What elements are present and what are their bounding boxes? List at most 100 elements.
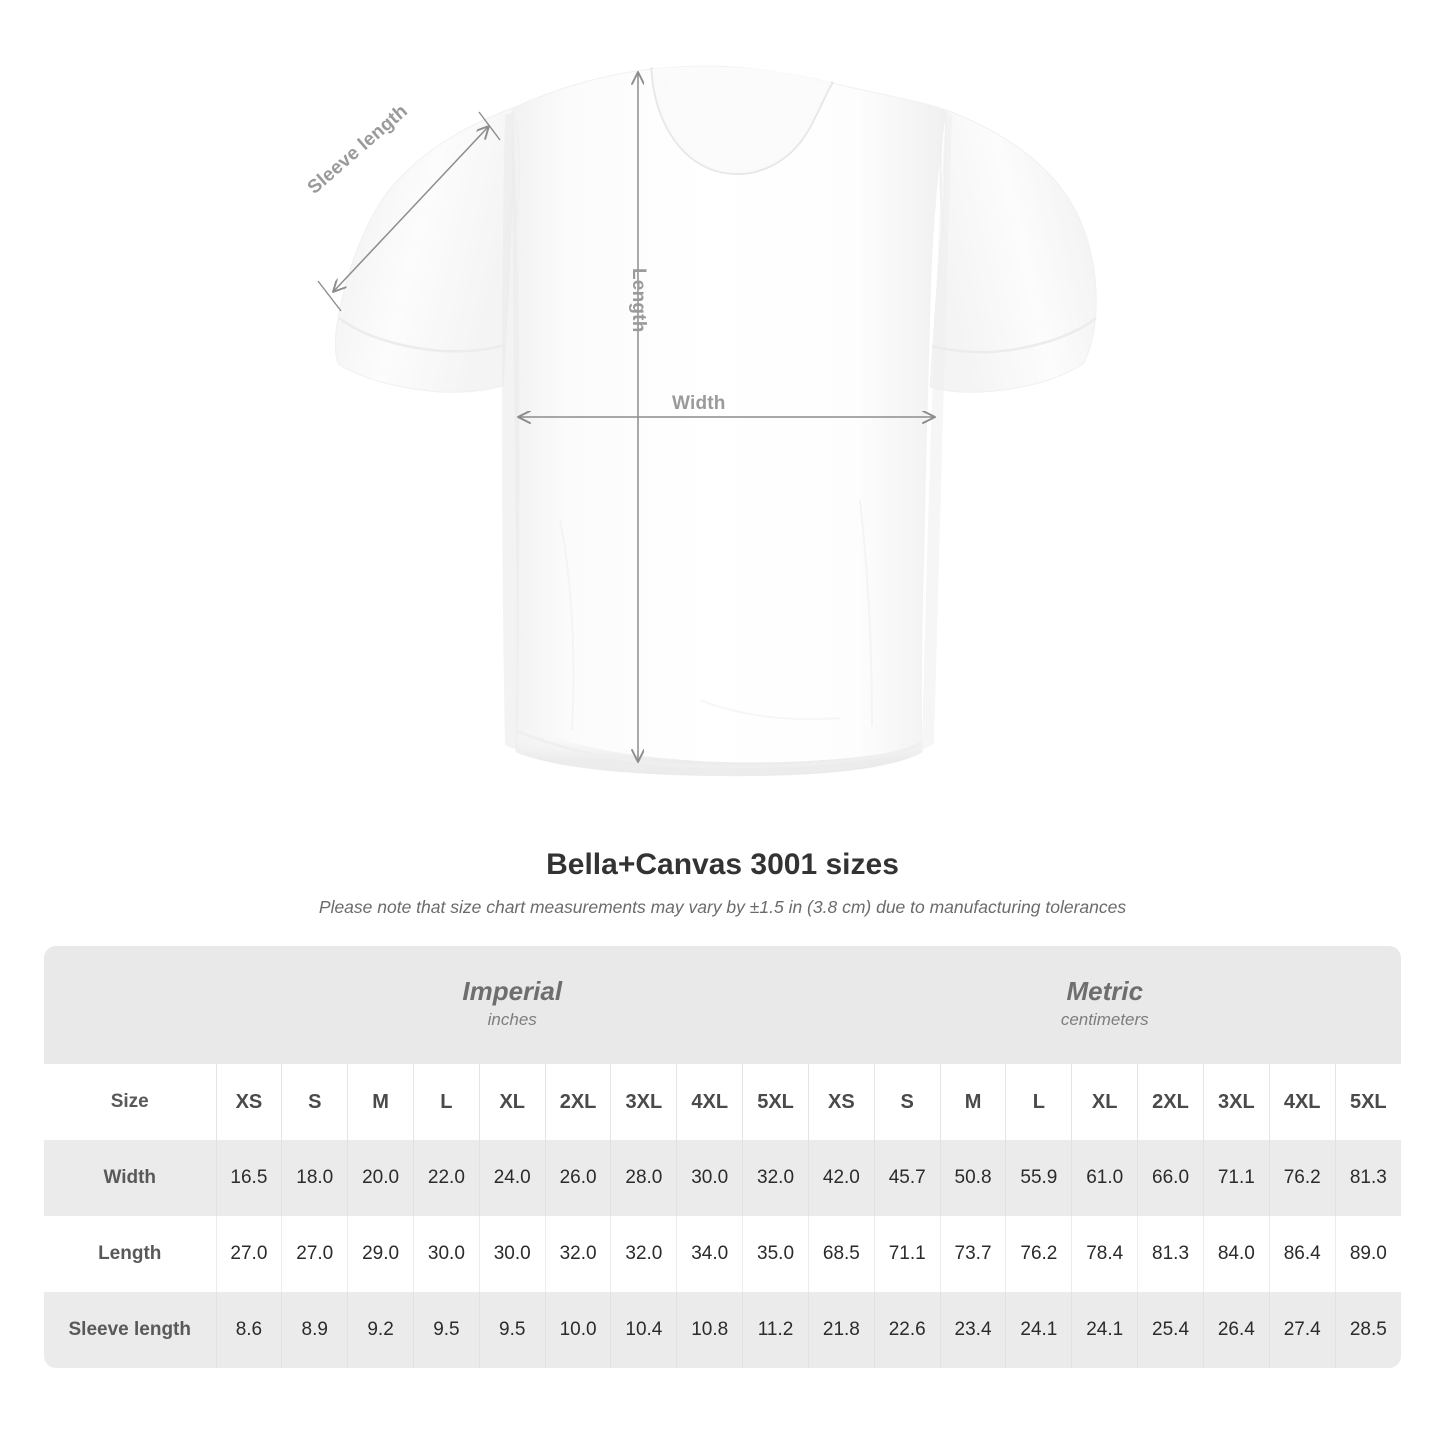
cell-sleeve-imperial-m: 9.2 — [347, 1292, 414, 1368]
header-size-imperial-2xl: 2XL — [544, 1064, 611, 1140]
cell-width-imperial-4xl: 30.0 — [676, 1140, 743, 1216]
unit-system-band: Imperial inches Metric centimeters — [44, 946, 1402, 1064]
cell-width-metric-2xl: 66.0 — [1137, 1140, 1204, 1216]
header-size-metric-xl: XL — [1071, 1064, 1138, 1140]
cell-width-metric-xl: 61.0 — [1071, 1140, 1138, 1216]
cell-width-metric-xs: 42.0 — [807, 1140, 875, 1216]
tshirt-diagram: Sleeve length Length Width — [304, 65, 1097, 777]
cell-length-imperial-4xl: 34.0 — [676, 1216, 743, 1292]
cell-width-imperial-2xl: 26.0 — [544, 1140, 611, 1216]
cell-sleeve-metric-2xl: 25.4 — [1137, 1292, 1204, 1368]
right-sleeve-shape — [929, 109, 1097, 393]
cell-sleeve-metric-5xl: 28.5 — [1334, 1292, 1402, 1368]
unit-band-spacer — [44, 946, 216, 1064]
cell-length-metric-xs: 68.5 — [807, 1216, 875, 1292]
size-chart-table-wrapper: Imperial inches Metric centimeters Size … — [44, 946, 1402, 1368]
cell-width-imperial-3xl: 28.0 — [610, 1140, 677, 1216]
sleeve-cap-bottom — [317, 280, 342, 312]
cell-sleeve-metric-3xl: 26.4 — [1202, 1292, 1270, 1368]
row-label-sleeve-length: Sleeve length — [44, 1292, 216, 1368]
header-size-label: Size — [44, 1064, 216, 1140]
header-size-imperial-4xl: 4XL — [676, 1064, 743, 1140]
unit-header-metric: Metric centimeters — [808, 946, 1402, 1064]
header-size-imperial-m: M — [347, 1064, 414, 1140]
cell-length-imperial-xs: 27.0 — [215, 1216, 282, 1292]
right-sleeve-hem — [931, 317, 1097, 354]
cell-sleeve-metric-xl: 24.1 — [1071, 1292, 1138, 1368]
header-size-imperial-5xl: 5XL — [742, 1064, 809, 1140]
unit-sub-imperial: inches — [487, 1010, 537, 1030]
unit-title-imperial: Imperial — [462, 976, 563, 1007]
cell-length-metric-s: 71.1 — [873, 1216, 941, 1292]
header-size-metric-xs: XS — [807, 1064, 875, 1140]
cell-sleeve-imperial-s: 8.9 — [281, 1292, 348, 1368]
cell-width-imperial-m: 20.0 — [347, 1140, 414, 1216]
cell-sleeve-imperial-xl: 9.5 — [478, 1292, 546, 1368]
row-label-length: Length — [44, 1216, 216, 1292]
header-size-metric-4xl: 4XL — [1268, 1064, 1336, 1140]
cell-length-imperial-xl: 30.0 — [478, 1216, 546, 1292]
right-shoulder-seam — [939, 111, 947, 241]
cell-sleeve-imperial-l: 9.5 — [412, 1292, 480, 1368]
fabric-fold-1 — [559, 519, 575, 731]
unit-sub-metric: centimeters — [1060, 1010, 1149, 1030]
tshirt-illustration-svg — [317, 65, 1097, 777]
table-row: Sleeve length 8.6 8.9 9.2 9.5 9.5 10.0 1… — [44, 1292, 1402, 1368]
bottom-hem-line — [516, 729, 922, 769]
cell-sleeve-imperial-4xl: 10.8 — [676, 1292, 743, 1368]
collar-fill — [652, 66, 832, 174]
page-title: Bella+Canvas 3001 sizes — [546, 848, 899, 881]
row-label-width: Width — [44, 1140, 216, 1216]
cell-sleeve-imperial-2xl: 10.0 — [544, 1292, 611, 1368]
cell-width-imperial-s: 18.0 — [281, 1140, 348, 1216]
header-size-imperial-l: L — [412, 1064, 480, 1140]
cell-length-imperial-5xl: 35.0 — [742, 1216, 809, 1292]
header-size-metric-m: M — [939, 1064, 1006, 1140]
cell-length-metric-4xl: 86.4 — [1268, 1216, 1336, 1292]
fabric-fold-2 — [859, 499, 873, 727]
cell-sleeve-metric-l: 24.1 — [1005, 1292, 1072, 1368]
header-size-imperial-xs: XS — [215, 1064, 282, 1140]
cell-width-metric-5xl: 81.3 — [1334, 1140, 1402, 1216]
cell-width-imperial-xl: 24.0 — [478, 1140, 546, 1216]
tolerance-note: Please note that size chart measurements… — [318, 897, 1127, 917]
cell-width-metric-l: 55.9 — [1005, 1140, 1072, 1216]
cell-sleeve-metric-s: 22.6 — [873, 1292, 941, 1368]
header-size-metric-l: L — [1005, 1064, 1072, 1140]
cell-width-imperial-l: 22.0 — [412, 1140, 480, 1216]
cell-length-metric-m: 73.7 — [939, 1216, 1006, 1292]
cell-width-metric-4xl: 76.2 — [1268, 1140, 1336, 1216]
cell-width-metric-m: 50.8 — [939, 1140, 1006, 1216]
sleeve-length-arrow — [333, 126, 489, 292]
cell-sleeve-metric-xs: 21.8 — [807, 1292, 875, 1368]
body-shadow-left — [501, 112, 520, 750]
cell-length-imperial-2xl: 32.0 — [544, 1216, 611, 1292]
header-size-imperial-xl: XL — [478, 1064, 546, 1140]
table-row: Width 16.5 18.0 20.0 22.0 24.0 26.0 28.0… — [44, 1140, 1402, 1216]
cell-length-imperial-3xl: 32.0 — [610, 1216, 677, 1292]
left-shoulder-seam — [512, 109, 521, 241]
cell-width-imperial-xs: 16.5 — [215, 1140, 282, 1216]
cell-length-metric-2xl: 81.3 — [1137, 1216, 1204, 1292]
cell-sleeve-imperial-3xl: 10.4 — [610, 1292, 677, 1368]
cell-length-metric-5xl: 89.0 — [1334, 1216, 1402, 1292]
cell-sleeve-metric-m: 23.4 — [939, 1292, 1006, 1368]
cell-length-imperial-s: 27.0 — [281, 1216, 348, 1292]
table-row: Length 27.0 27.0 29.0 30.0 30.0 32.0 32.… — [44, 1216, 1402, 1292]
cell-length-metric-l: 76.2 — [1005, 1216, 1072, 1292]
cell-length-imperial-m: 29.0 — [347, 1216, 414, 1292]
cell-sleeve-metric-4xl: 27.4 — [1268, 1292, 1336, 1368]
cell-width-imperial-5xl: 32.0 — [742, 1140, 809, 1216]
header-size-metric-5xl: 5XL — [1334, 1064, 1402, 1140]
cell-sleeve-imperial-xs: 8.6 — [215, 1292, 282, 1368]
header-size-imperial-s: S — [281, 1064, 348, 1140]
header-size-metric-2xl: 2XL — [1137, 1064, 1204, 1140]
fabric-fold-3 — [699, 699, 841, 721]
size-chart-table: Imperial inches Metric centimeters Size … — [44, 946, 1402, 1368]
body-shadow-right — [922, 112, 952, 750]
header-size-metric-s: S — [873, 1064, 941, 1140]
width-dimension-label: Width — [672, 393, 726, 414]
cell-width-metric-3xl: 71.1 — [1202, 1140, 1270, 1216]
header-size-metric-3xl: 3XL — [1202, 1064, 1270, 1140]
cell-length-metric-xl: 78.4 — [1071, 1216, 1138, 1292]
